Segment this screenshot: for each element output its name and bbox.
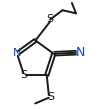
- Text: N: N: [76, 46, 85, 59]
- Text: S: S: [20, 70, 28, 80]
- Text: N: N: [13, 48, 21, 58]
- Text: S: S: [47, 92, 54, 102]
- Text: S: S: [46, 14, 54, 24]
